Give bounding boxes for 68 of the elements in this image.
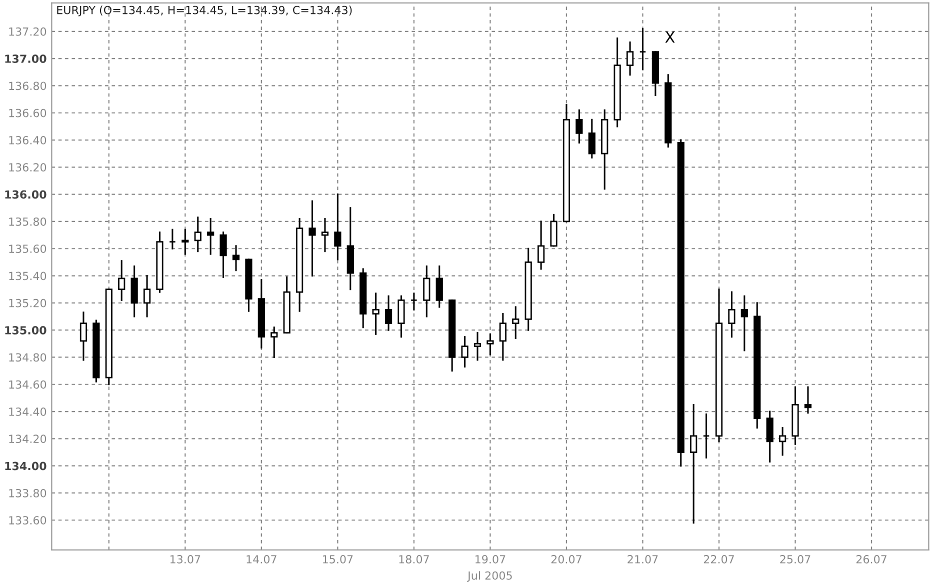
y-tick-label: 134.80 [9, 353, 46, 362]
candlestick [194, 216, 202, 252]
y-tick-label: 137.20 [9, 27, 46, 36]
candlestick [486, 333, 494, 356]
annotation: X [665, 32, 675, 43]
candlestick [690, 404, 698, 524]
candlestick [576, 109, 583, 144]
y-tick-label: 136.80 [9, 82, 46, 90]
x-tick-label: 18.07 [399, 555, 429, 564]
candlestick [436, 266, 443, 308]
x-tick-label: 13.07 [170, 555, 200, 564]
candlestick [728, 291, 736, 338]
candlestick [384, 295, 392, 331]
candlestick [118, 260, 126, 301]
candlestick [499, 313, 506, 361]
x-tick-label: 21.07 [628, 555, 658, 564]
candlestick [410, 292, 418, 310]
y-tick-label: 135.20 [9, 298, 46, 308]
candlestick [626, 42, 634, 76]
x-tick-label: 26.07 [856, 555, 886, 564]
candlestick [461, 336, 468, 368]
candlestick [512, 306, 520, 339]
y-tick-label: 135.60 [9, 244, 46, 253]
candlestick [80, 312, 88, 361]
candlestick [537, 220, 545, 270]
y-tick-label: 134.00 [5, 462, 46, 470]
candlestick [423, 266, 430, 318]
candlestick [270, 326, 278, 358]
candlestick [702, 413, 710, 458]
y-tick-label: 136.40 [9, 136, 46, 144]
candlestick [740, 295, 748, 352]
y-tick-label: 135.80 [9, 217, 46, 226]
y-tick-label: 136.60 [9, 108, 46, 118]
chart-title: EURJPY (O=134.45, H=134.45, L=134.39, C=134.43) [57, 6, 352, 16]
x-axis-title: Jul 2005 [467, 571, 512, 582]
candlestick [474, 332, 482, 361]
candlestick [372, 292, 380, 335]
candlestick [398, 295, 405, 338]
candlestick [182, 228, 189, 255]
y-tick-label: 135.00 [5, 326, 46, 334]
y-tick-label: 137.00 [5, 54, 46, 63]
candlestick [232, 245, 240, 272]
x-tick-label: 15.07 [323, 555, 353, 564]
y-tick-label: 136.00 [5, 190, 46, 199]
y-tick-label: 134.20 [9, 434, 46, 444]
candlestick [334, 194, 342, 260]
candlestick [220, 232, 227, 278]
candlestick [168, 228, 176, 250]
y-tick-label: 134.60 [9, 380, 46, 389]
y-tick-label: 136.20 [9, 163, 46, 172]
y-tick-label: 133.60 [9, 516, 46, 525]
candlestick [766, 410, 774, 463]
y-tick-label: 133.80 [9, 488, 46, 498]
x-tick-label: 19.07 [476, 555, 506, 564]
x-tick-label: 22.07 [704, 555, 734, 564]
candlestick [639, 28, 646, 70]
x-tick-label: 20.07 [551, 555, 582, 564]
candlestick [207, 218, 214, 255]
x-tick-label: 25.07 [780, 555, 810, 564]
candlestick [804, 386, 812, 414]
candlestick [588, 118, 596, 158]
candlestick [778, 427, 786, 456]
y-tick-label: 135.40 [9, 272, 46, 280]
candlestick [143, 275, 151, 318]
candlestick [321, 218, 329, 252]
candlestick [308, 200, 316, 277]
x-tick-label: 14.07 [246, 555, 276, 564]
y-tick-label: 134.40 [9, 408, 46, 416]
